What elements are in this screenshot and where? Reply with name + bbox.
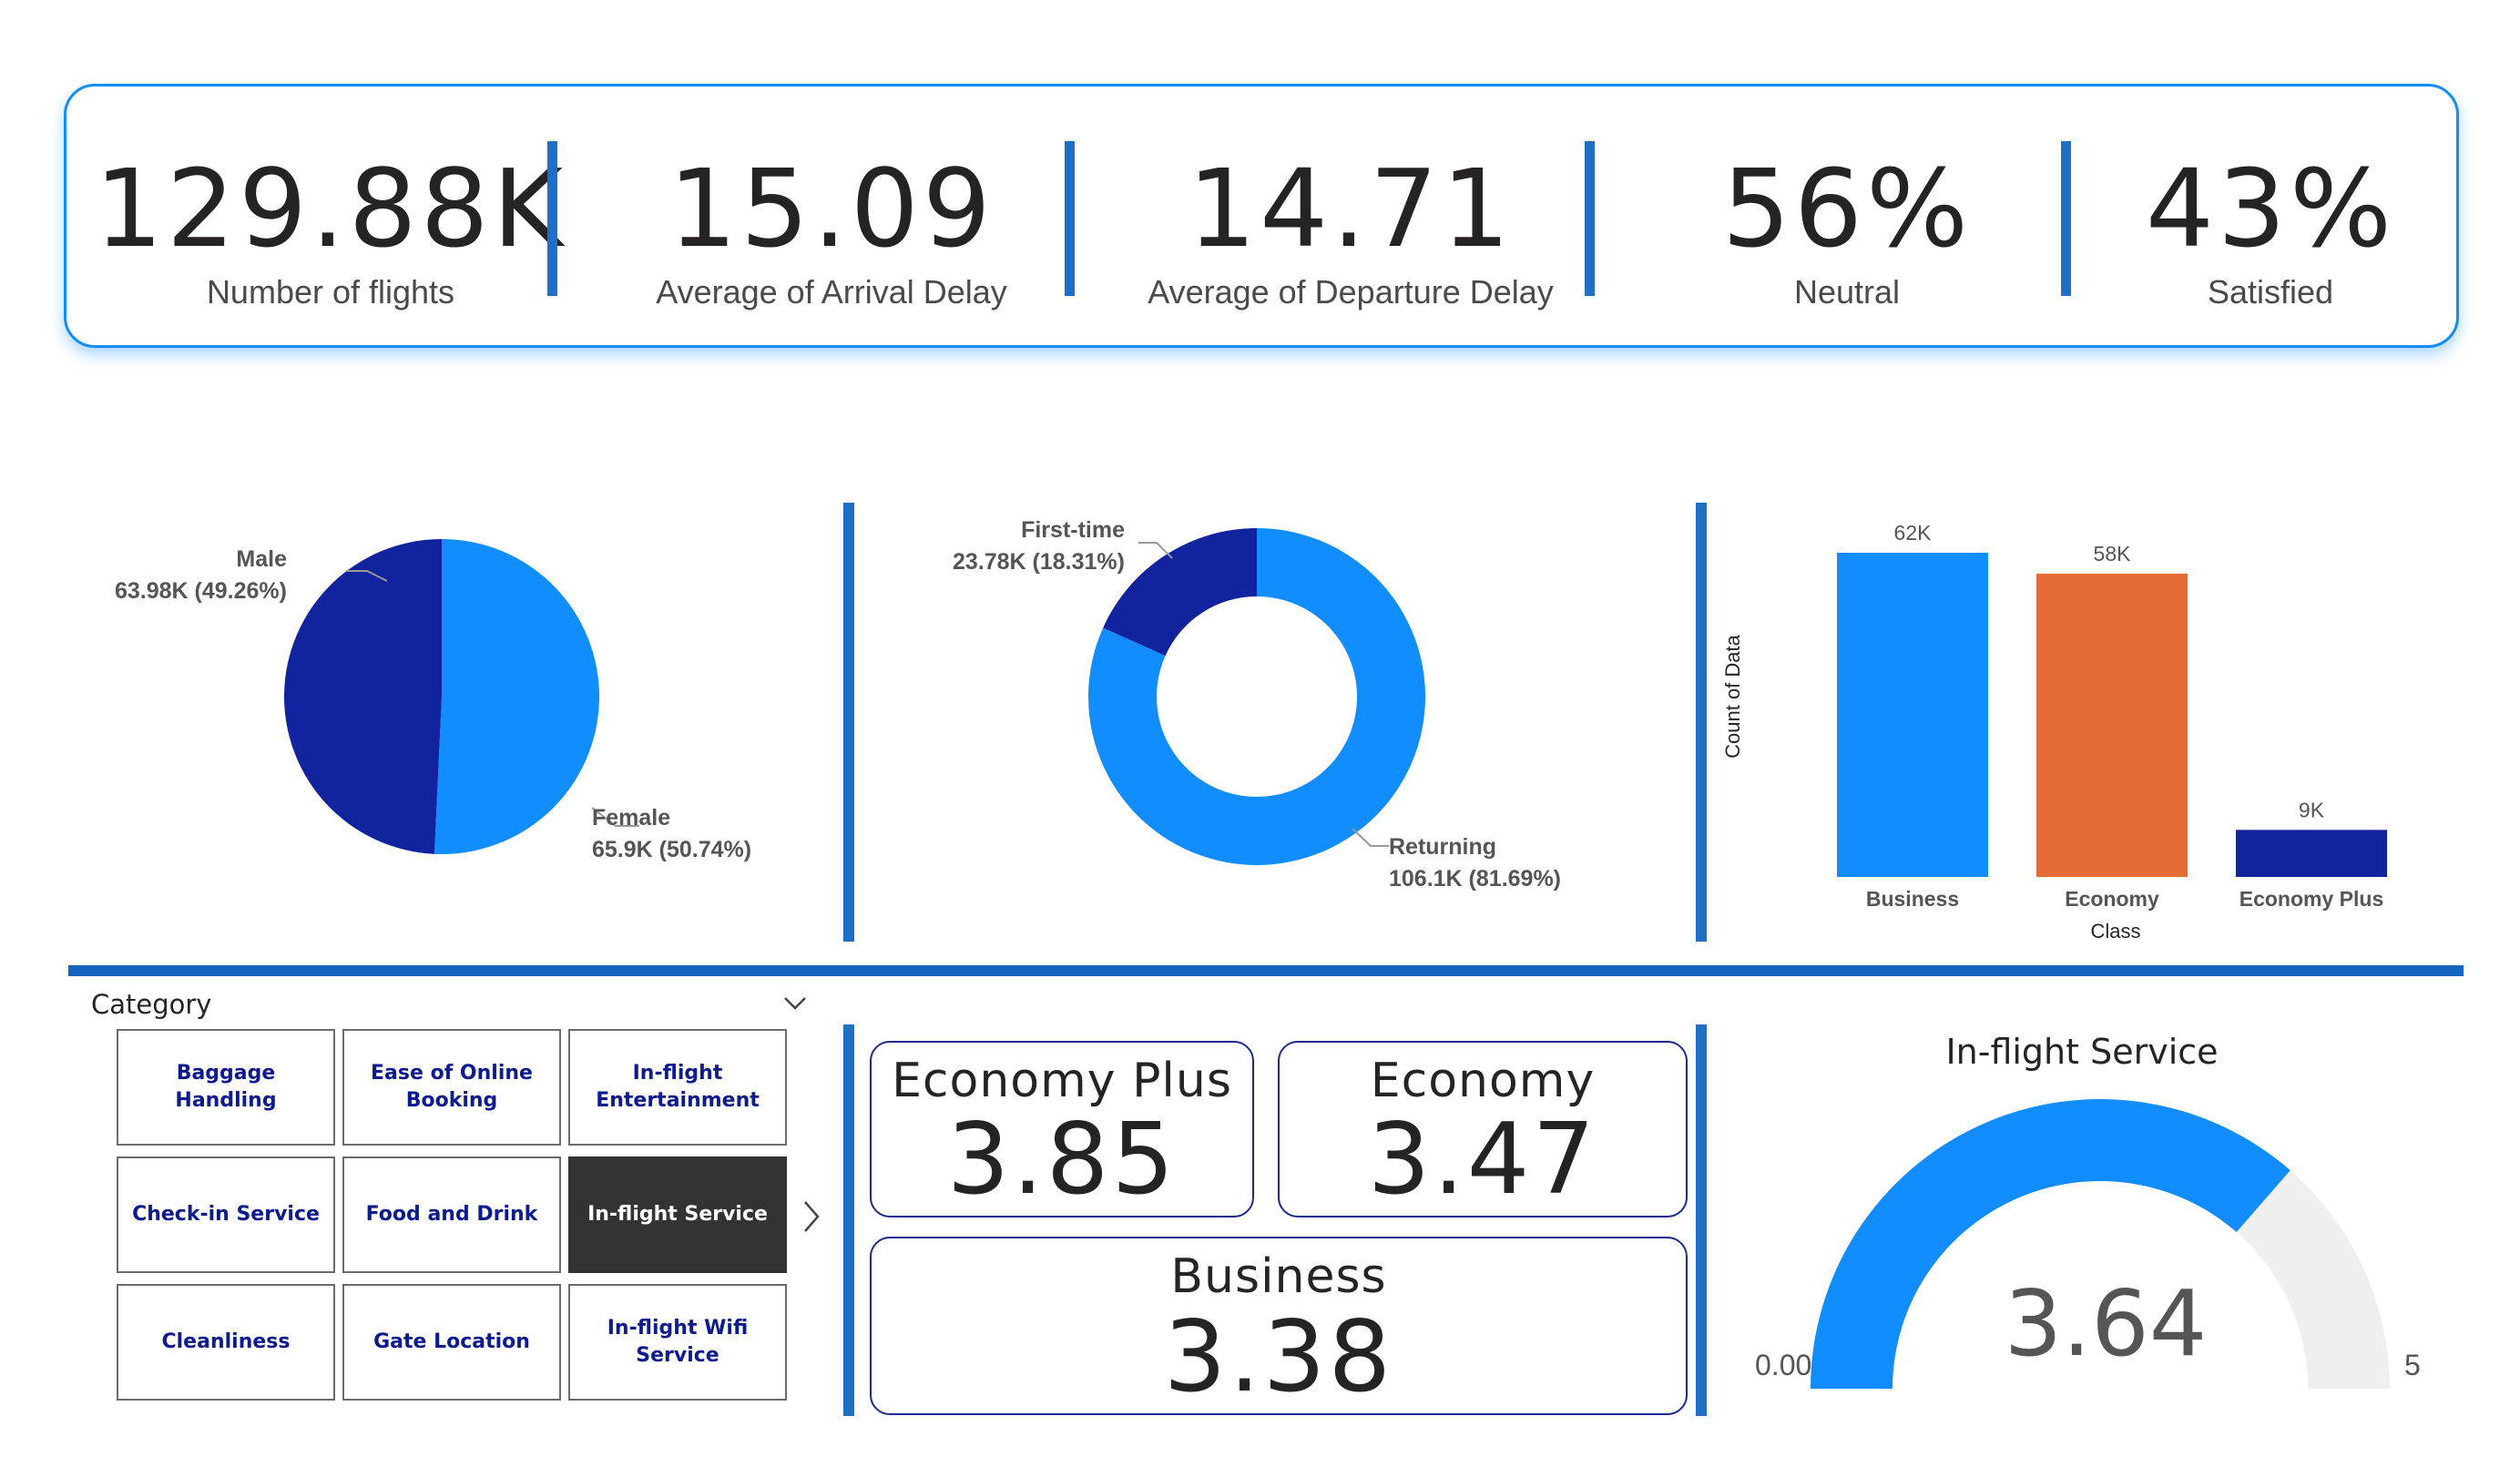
in-flight-service-gauge: In-flight Service 3.64 0.00 5 [1755, 1032, 2421, 1389]
x-tick-label: Economy Plus [2239, 887, 2383, 911]
x-tick-label: Business [1866, 887, 1959, 911]
section-divider [1696, 1024, 1707, 1416]
slice-female[interactable] [434, 539, 600, 854]
y-axis-title: Count of Data [1721, 634, 1744, 759]
slicer-item-cleanliness[interactable]: Cleanliness [117, 1284, 335, 1401]
gauge-max-label: 5 [2404, 1349, 2421, 1381]
slicer-item-gate-location[interactable]: Gate Location [342, 1284, 561, 1401]
pie-label-female-name: Female [592, 805, 670, 830]
kpi-value: 43% [2145, 146, 2396, 271]
gauge-fill [1811, 1099, 2290, 1389]
kpi-label: Satisfied [2207, 273, 2334, 311]
slicer-item-check-in-service[interactable]: Check-in Service [117, 1156, 335, 1273]
donut-label-returning-name: Returning [1389, 834, 1496, 860]
kpi-value: 14.71 [1188, 146, 1514, 271]
kpi-value: 15.09 [668, 146, 995, 271]
gauge-value: 3.64 [2005, 1270, 2208, 1377]
kpi-label: Neutral [1793, 273, 1901, 311]
kpi-arrival-delay: 15.09 Average of Arrival Delay [586, 87, 1077, 351]
card-value: 3.38 [1163, 1300, 1394, 1414]
kpi-divider [547, 141, 557, 296]
section-divider-horizontal [68, 965, 2464, 976]
kpi-label: Average of Arrival Delay [656, 273, 1007, 311]
kpi-divider [2061, 141, 2071, 296]
donut-label-first-time-name: First-time [1021, 517, 1125, 543]
card-title: Economy Plus [892, 1054, 1232, 1108]
slice-male[interactable] [284, 539, 442, 854]
bar-data-label: 9K [2299, 798, 2325, 821]
kpi-label: Average of Departure Delay [1148, 273, 1554, 311]
card-value: 3.85 [946, 1103, 1178, 1217]
slicer-item-ease-of-online-booking[interactable]: Ease of Online Booking [342, 1029, 561, 1146]
leader-line [591, 807, 639, 827]
bar-economy-plus[interactable] [2236, 830, 2387, 877]
chevron-right-icon[interactable] [800, 1198, 823, 1235]
customer-type-donut-chart: First-time 23.78K (18.31%) Returning 106… [953, 517, 1561, 892]
kpi-value: 56% [1721, 146, 1973, 271]
slicer-title: Category [91, 989, 212, 1020]
kpi-label: Number of flights [206, 273, 455, 311]
bar-series: 62K Business 58K Economy 9K Economy Plus [1837, 521, 2387, 911]
gender-pie-chart: Male 63.98K (49.26%) Female 65.9K (50.74… [115, 539, 751, 862]
slice-returning[interactable] [1088, 528, 1425, 865]
kpi-departure-delay: 14.71 Average of Departure Delay [1096, 87, 1606, 351]
category-slicer: Baggage Handling Ease of Online Booking … [117, 1029, 791, 1402]
pie-label-male-value: 63.98K (49.26%) [115, 578, 287, 604]
slicer-item-in-flight-service[interactable]: In-flight Service [568, 1156, 787, 1273]
leader-line [1352, 828, 1389, 847]
card-economy-plus: Economy Plus 3.85 [870, 1041, 1254, 1218]
gauge-min-label: 0.00 [1755, 1349, 1811, 1381]
bar-data-label: 62K [1894, 521, 1933, 545]
kpi-divider [1065, 141, 1075, 296]
kpi-satisfied: 43% Satisfied [2088, 87, 2453, 351]
kpi-value: 129.88K [94, 146, 567, 271]
bar-economy[interactable] [2036, 573, 2188, 877]
section-divider [1696, 503, 1707, 942]
x-axis-title: Class [2090, 920, 2140, 942]
section-divider [843, 503, 854, 942]
kpi-number-of-flights: 129.88K Number of flights [85, 87, 576, 351]
leader-line [346, 570, 388, 582]
pie-label-male-name: Male [236, 546, 287, 572]
kpi-divider [1585, 141, 1595, 296]
card-economy: Economy 3.47 [1278, 1041, 1688, 1218]
leader-line [1138, 542, 1173, 559]
pie-label-female-value: 65.9K (50.74%) [592, 837, 751, 862]
slicer-item-in-flight-entertainment[interactable]: In-flight Entertainment [568, 1029, 787, 1146]
slice-first-time[interactable] [1103, 528, 1257, 657]
gender-pie-slices [284, 539, 600, 854]
bar-data-label: 58K [2094, 542, 2132, 565]
card-business: Business 3.38 [870, 1237, 1688, 1415]
card-title: Economy [1370, 1054, 1596, 1108]
kpi-neutral: 56% Neutral [1642, 87, 2052, 351]
chevron-down-icon[interactable] [781, 989, 809, 1016]
slicer-item-food-and-drink[interactable]: Food and Drink [342, 1156, 561, 1273]
x-tick-label: Economy [2065, 887, 2159, 911]
donut-label-returning-value: 106.1K (81.69%) [1389, 866, 1561, 892]
slicer-item-in-flight-wifi-service[interactable]: In-flight Wifi Service [568, 1284, 787, 1401]
kpi-card: 129.88K Number of flights 15.09 Average … [64, 84, 2459, 348]
gauge-title: In-flight Service [1945, 1032, 2218, 1072]
customer-type-donut-slices [1088, 528, 1425, 865]
slicer-item-baggage-handling[interactable]: Baggage Handling [117, 1029, 335, 1146]
bar-business[interactable] [1837, 553, 1988, 877]
class-bar-chart: Count of Data 62K Business 58K Economy 9K Eco… [1721, 521, 2387, 942]
card-value: 3.47 [1367, 1103, 1598, 1217]
donut-label-first-time-value: 23.78K (18.31%) [953, 549, 1125, 575]
section-divider [843, 1024, 854, 1416]
card-title: Business [1170, 1249, 1387, 1304]
